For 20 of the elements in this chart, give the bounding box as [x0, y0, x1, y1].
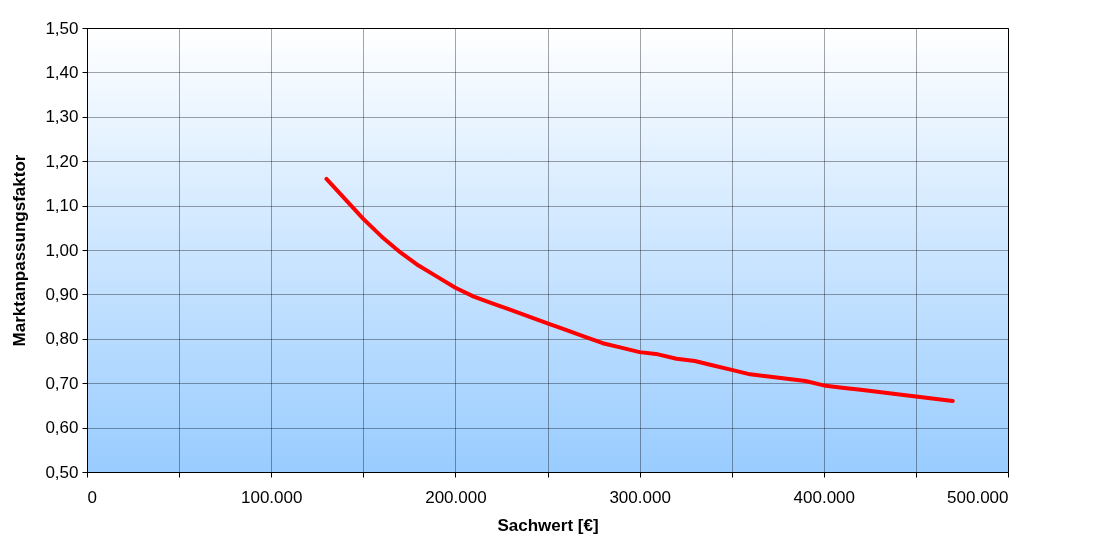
y-tick-label: 1,00 [45, 240, 79, 260]
y-tick-label: 0,50 [45, 462, 79, 482]
y-tick-label: 1,10 [45, 196, 79, 216]
x-tick-label: 400.000 [793, 487, 856, 507]
y-tick-label: 1,30 [45, 107, 79, 127]
x-axis-title: Sachwert [€] [497, 515, 599, 535]
y-tick-label: 1,40 [45, 62, 79, 82]
y-tick-label: 0,70 [45, 373, 79, 393]
x-tick-label: 500.000 [947, 487, 1009, 507]
y-tick-label: 0,80 [45, 329, 79, 349]
x-tick-label: 200.000 [425, 487, 487, 507]
y-tick-label: 1,50 [45, 18, 79, 38]
y-tick-label: 1,20 [45, 151, 79, 171]
y-tick-label: 0,90 [45, 284, 79, 304]
line-series [324, 176, 955, 403]
x-tick-label: 100.000 [240, 487, 303, 507]
y-axis-title: Marktanpassungsfaktor [10, 154, 30, 347]
y-tick-label: 0,60 [45, 418, 79, 438]
x-tick-label: 0 [87, 487, 97, 507]
x-tick-label: 300.000 [609, 487, 671, 507]
